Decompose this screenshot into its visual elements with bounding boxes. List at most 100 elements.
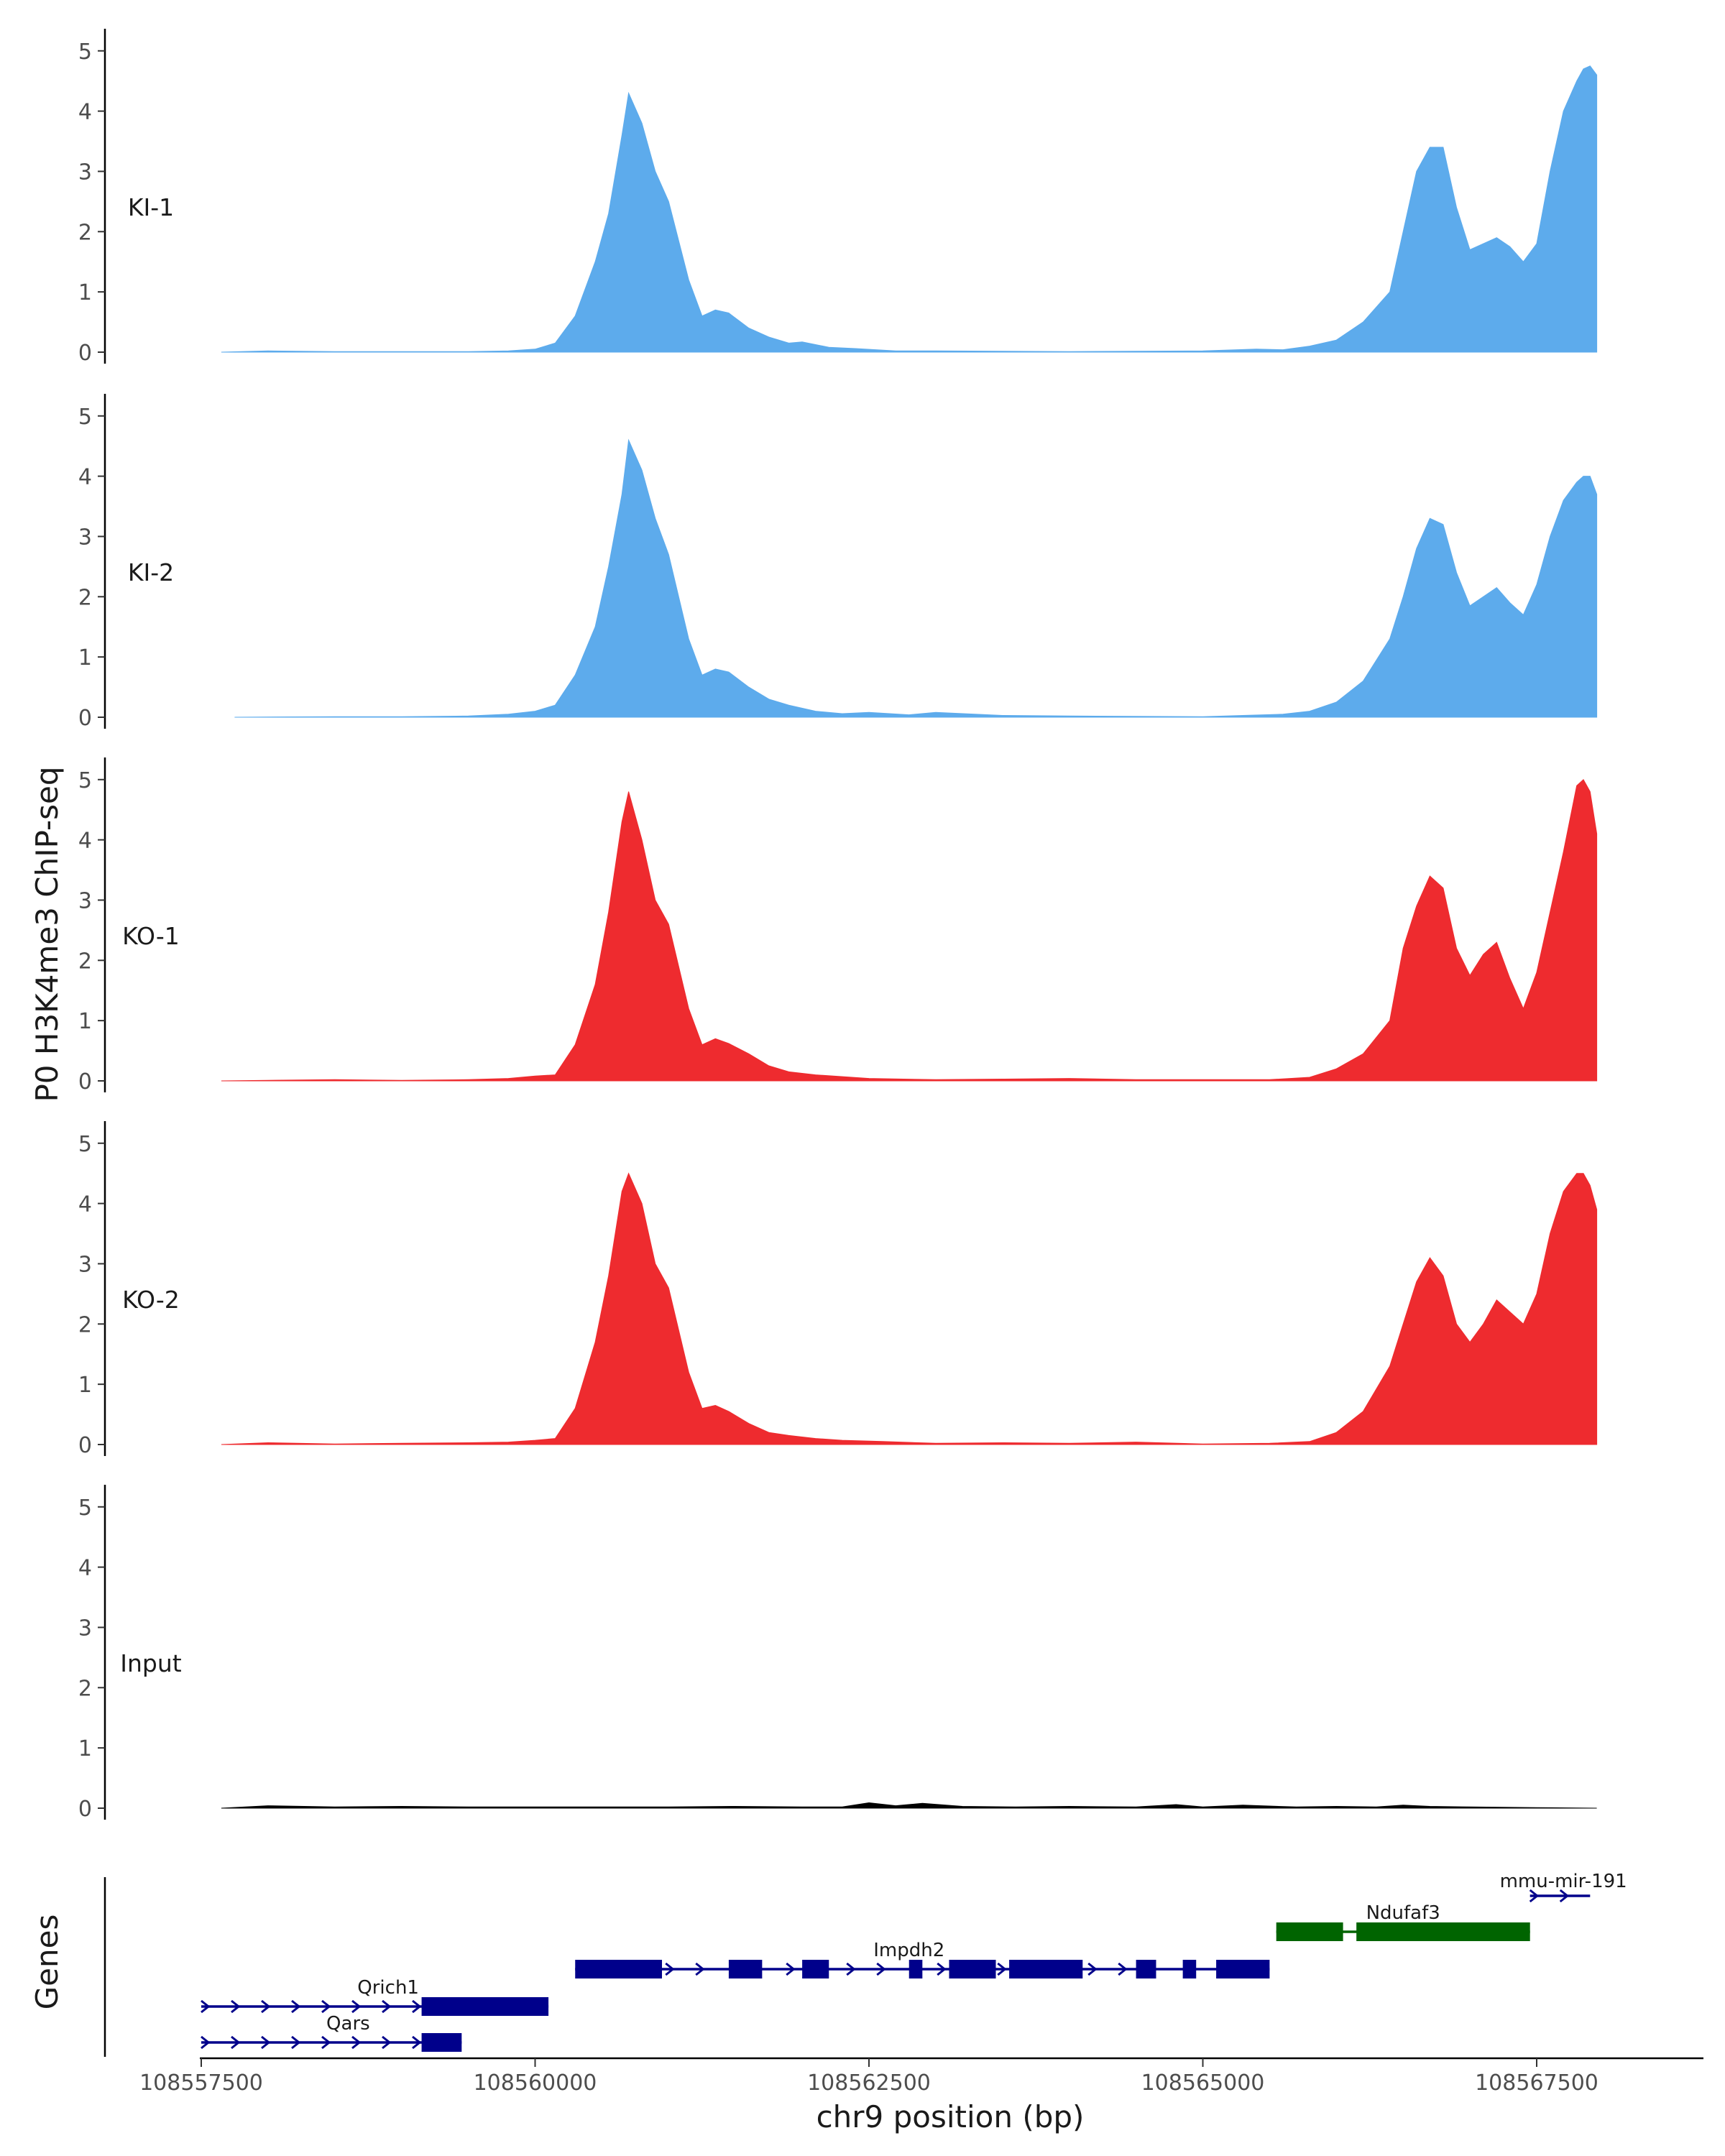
gene-exon [1356,1922,1530,1941]
coverage-area-ki-2 [234,438,1598,718]
strand-arrow [231,2035,241,2050]
strand-arrow [351,1999,362,2014]
track-label: KO-2 [122,1286,180,1314]
strand-arrow [261,2035,271,2050]
strand-arrow [321,2035,331,2050]
track-input: 0 1 2 3 4 5 Input [78,1485,1597,1822]
strand-arrow [291,1999,301,2014]
gene-exon [949,1960,996,1978]
gene-label: Qars [326,2013,370,2035]
y-tick-label: 5 [78,768,92,793]
coverage-area-ko-2 [221,1172,1598,1445]
coverage-area-ko-1 [221,779,1598,1082]
gene-annotation-track: mmu-mir-191 Ndufaf3 Impdh2 Qrich1 Qars [104,1871,1627,2057]
strand-arrow [412,1999,422,2014]
y-tick-label: 1 [78,280,92,305]
y-tick-label: 2 [78,1312,92,1337]
strand-arrow [231,1999,241,2014]
y-tick-label: 1 [78,1373,92,1398]
gene-label: Impdh2 [873,1940,944,1961]
y-tick-label: 4 [78,100,92,125]
coverage-tracks: 0 1 2 3 4 5 KI-1 0 1 2 3 4 5 KI-2 0 1 2 3 4 5 KO-1 0 1 2 3 4 5 KO-2… [78,29,1598,1822]
y-tick-label: 1 [78,1736,92,1761]
track-label: KI-2 [128,558,174,586]
x-tick-label: 108567500 [1475,2070,1598,2096]
strand-arrow [291,2035,301,2050]
y-tick-label: 0 [78,706,92,731]
strand-arrow [201,2035,211,2050]
y-tick-label: 5 [78,1132,92,1157]
x-axis-title: chr9 position (bp) [816,2099,1085,2134]
strand-arrow [1118,1962,1128,1976]
track-label: KI-1 [128,193,174,221]
gene-qars: Qars [201,2013,462,2052]
gene-label: mmu-mir-191 [1500,1871,1627,1892]
track-ki-1: 0 1 2 3 4 5 KI-1 [78,29,1598,366]
y-tick-label: 3 [78,1252,92,1277]
strand-arrow [1559,1889,1570,1903]
gene-qrich1: Qrich1 [201,1977,549,2016]
strand-arrow [351,2035,362,2050]
y-tick-label: 0 [78,1069,92,1095]
track-ko-1: 0 1 2 3 4 5 KO-1 [78,757,1598,1095]
y-tick-label: 0 [78,341,92,366]
genes-axis-title: Genes [29,1915,65,2010]
y-tick-label: 4 [78,829,92,854]
y-tick-label: 1 [78,1009,92,1034]
y-tick-label: 5 [78,405,92,430]
coverage-area-ki-1 [221,65,1598,353]
track-label: KO-1 [122,922,180,950]
gene-exon [1216,1960,1270,1978]
strand-arrow [997,1962,1007,1976]
y-tick-label: 3 [78,160,92,185]
gene-exon [1276,1922,1343,1941]
x-axis: 108557500 108560000 108562500 108565000 1085… [139,2057,1703,2096]
strand-arrow [695,1962,705,1976]
y-tick-label: 4 [78,1556,92,1581]
gene-mmu-mir-191: mmu-mir-191 [1500,1871,1627,1903]
gene-impdh2: Impdh2 [575,1940,1270,1978]
strand-arrow [1087,1962,1098,1976]
strand-arrow [382,1999,392,2014]
strand-arrow [1529,1889,1540,1903]
y-axis-title: P0 H3K4me3 ChIP-seq [29,766,65,1102]
y-tick-label: 4 [78,1192,92,1217]
y-tick-label: 4 [78,465,92,490]
strand-arrow [382,2035,392,2050]
y-tick-label: 2 [78,220,92,245]
gene-exon [1182,1960,1197,1978]
x-tick-label: 108562500 [807,2070,931,2096]
gene-exon [802,1960,829,1978]
gene-exon [1136,1960,1156,1978]
gene-exon [575,1960,663,1978]
y-tick-label: 3 [78,1616,92,1641]
gene-ndufaf3: Ndufaf3 [1276,1902,1530,1941]
gene-exon [421,2033,462,2052]
y-tick-label: 0 [78,1797,92,1822]
strand-arrow [665,1962,675,1976]
strand-arrow [201,1999,211,2014]
y-tick-label: 2 [78,949,92,974]
y-tick-label: 2 [78,585,92,610]
strand-arrow [937,1962,947,1976]
gene-exon [1009,1960,1083,1978]
gene-label: Qrich1 [357,1977,419,1999]
gene-label: Ndufaf3 [1366,1902,1440,1924]
strand-arrow [321,1999,331,2014]
y-tick-label: 2 [78,1676,92,1701]
y-tick-label: 5 [78,1496,92,1521]
x-tick-label: 108560000 [474,2070,597,2096]
track-ki-2: 0 1 2 3 4 5 KI-2 [78,394,1598,731]
x-tick-label: 108557500 [139,2070,263,2096]
y-tick-label: 5 [78,40,92,65]
strand-arrow [261,1999,271,2014]
y-tick-label: 0 [78,1433,92,1458]
coverage-area-input [221,1802,1597,1809]
strand-arrow [876,1962,886,1976]
y-tick-label: 3 [78,525,92,550]
gene-exon [421,1997,549,2016]
gene-exon [908,1960,923,1978]
x-tick-label: 108565000 [1141,2070,1265,2096]
gene-exon [728,1960,763,1978]
